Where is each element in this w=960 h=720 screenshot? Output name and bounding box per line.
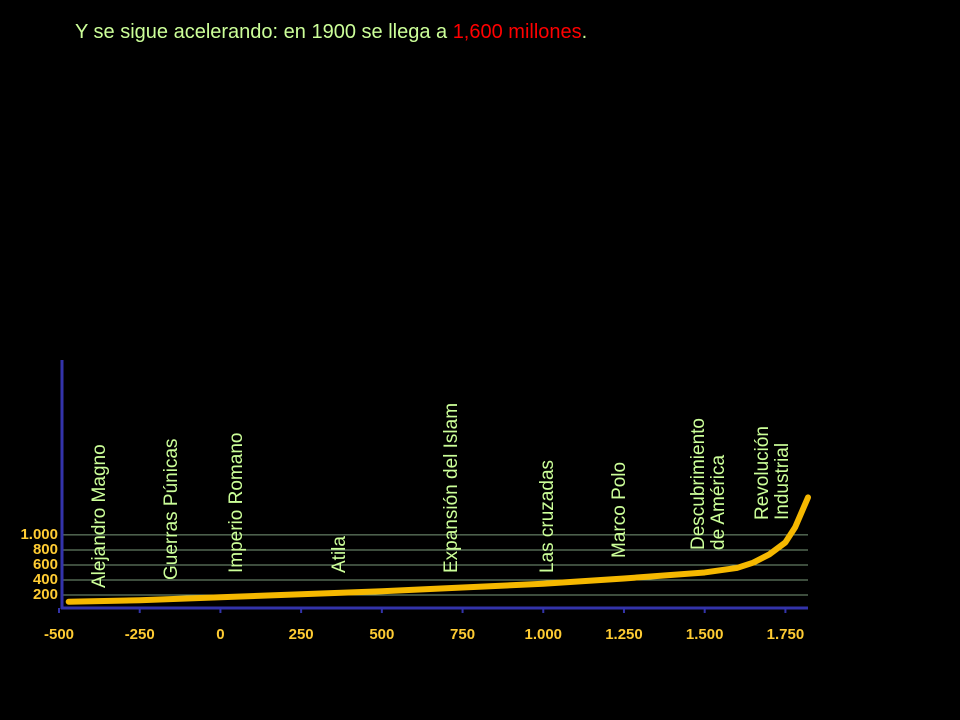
- event-label: Marco Polo: [609, 462, 630, 558]
- event-label: Descubrimiento: [688, 418, 709, 550]
- y-tick-label: 400: [33, 571, 58, 588]
- x-tick-label: -500: [44, 626, 74, 643]
- title-part: Y se sigue acelerando: en 1900 se llega …: [75, 21, 453, 43]
- chart-title: Y se sigue acelerando: en 1900 se llega …: [75, 21, 587, 43]
- title-part: .: [582, 21, 588, 43]
- event-label: Atila: [329, 536, 350, 573]
- x-tick-label: 0: [216, 626, 224, 643]
- x-tick-label: -250: [125, 626, 155, 643]
- event-label: Industrial: [772, 443, 793, 520]
- x-tick-label: 1.750: [767, 626, 805, 643]
- y-tick-label: 200: [33, 586, 58, 603]
- y-tick-label: 800: [33, 541, 58, 558]
- event-label: Imperio Romano: [226, 433, 247, 573]
- title-part: 1,600 millones: [453, 21, 582, 43]
- event-label: Las cruzadas: [537, 460, 558, 573]
- event-label: Expansión del Islam: [441, 403, 462, 573]
- event-label: Alejandro Magno: [89, 444, 110, 588]
- event-label: de América: [708, 455, 729, 550]
- event-label: Revolución: [752, 426, 773, 520]
- population-line: [65, 494, 811, 605]
- x-tick-label: 1.250: [605, 626, 643, 643]
- y-tick-label: 1.000: [20, 526, 58, 543]
- x-tick-label: 750: [450, 626, 475, 643]
- x-tick-label: 1.000: [524, 626, 562, 643]
- y-tick-label: 600: [33, 556, 58, 573]
- x-tick-label: 1.500: [686, 626, 724, 643]
- x-tick-label: 500: [369, 626, 394, 643]
- x-tick-label: 250: [289, 626, 314, 643]
- event-label: Guerras Púnicas: [161, 438, 182, 580]
